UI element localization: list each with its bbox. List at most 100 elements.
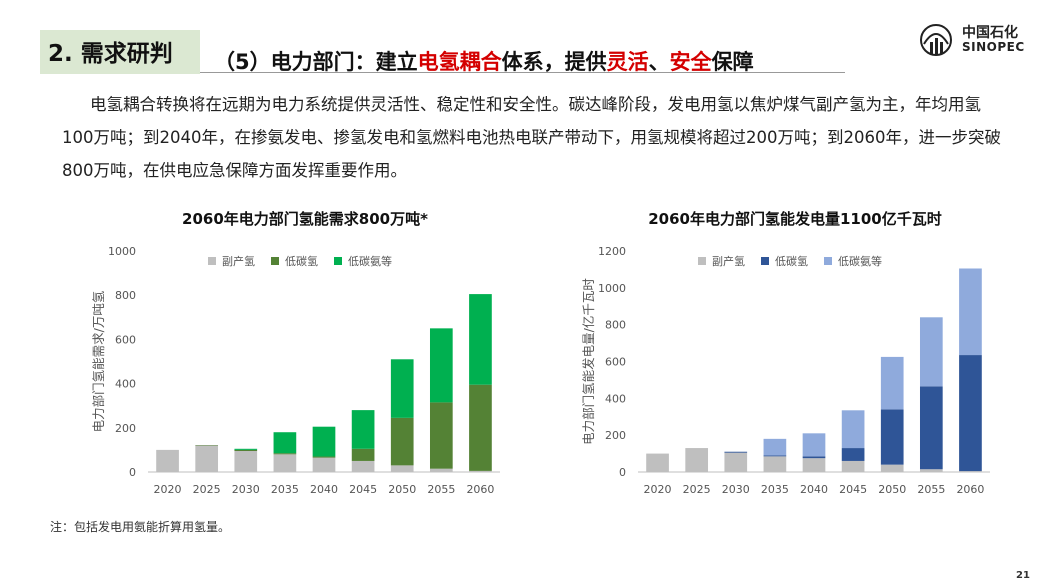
x-tick-label: 2020 bbox=[644, 483, 672, 496]
legend-swatch bbox=[208, 257, 216, 265]
bar-segment bbox=[390, 465, 414, 472]
y-tick-label: 800 bbox=[605, 319, 626, 332]
legend-label: 低碳氢 bbox=[285, 254, 318, 268]
bar-segment bbox=[273, 454, 297, 472]
page-title: （5）电力部门：建立电氢耦合体系，提供灵活、安全保障 bbox=[214, 46, 754, 76]
bar-segment bbox=[390, 417, 414, 466]
bar-segment bbox=[959, 268, 982, 356]
bar-segment bbox=[880, 356, 904, 410]
title-highlight: 电氢耦合 bbox=[417, 50, 502, 74]
y-tick-label: 600 bbox=[115, 333, 136, 346]
y-tick-label: 800 bbox=[115, 289, 136, 302]
bar-segment bbox=[763, 438, 787, 456]
bar-segment bbox=[429, 468, 453, 472]
bar-segment bbox=[312, 457, 336, 472]
x-tick-label: 2040 bbox=[800, 483, 828, 496]
chart-title: 2060年电力部门氢能发电量1100亿千瓦时 bbox=[648, 210, 942, 228]
bar-segment bbox=[919, 317, 943, 387]
x-tick-label: 2050 bbox=[878, 483, 906, 496]
x-tick-label: 2050 bbox=[388, 483, 416, 496]
bar-segment bbox=[802, 433, 826, 457]
bar-segment bbox=[919, 469, 943, 472]
y-tick-label: 0 bbox=[619, 466, 626, 479]
y-tick-label: 0 bbox=[129, 466, 136, 479]
bar-segment bbox=[156, 449, 179, 472]
y-tick-label: 1000 bbox=[598, 282, 626, 295]
x-tick-label: 2055 bbox=[917, 483, 945, 496]
bar-segment bbox=[841, 448, 865, 461]
title-divider bbox=[200, 72, 845, 73]
legend-swatch bbox=[334, 257, 342, 265]
sinopec-logo-icon bbox=[920, 24, 952, 56]
bar-segment bbox=[841, 410, 865, 449]
bar-segment bbox=[429, 402, 453, 469]
x-tick-label: 2025 bbox=[193, 483, 221, 496]
y-axis-label: 电力部门氢能需求/万吨氢 bbox=[91, 290, 106, 432]
bar-segment bbox=[273, 432, 297, 454]
legend-label: 副产氢 bbox=[222, 254, 255, 268]
y-tick-label: 400 bbox=[115, 378, 136, 391]
title-highlight: 灵活 bbox=[606, 50, 649, 74]
title-part: 保障 bbox=[711, 50, 754, 74]
bar-segment bbox=[685, 448, 709, 472]
x-tick-label: 2020 bbox=[154, 483, 182, 496]
logo-text-cn: 中国石化 bbox=[962, 25, 1018, 41]
y-tick-label: 200 bbox=[605, 429, 626, 442]
x-tick-label: 2040 bbox=[310, 483, 338, 496]
chart-title: 2060年电力部门氢能需求800万吨* bbox=[182, 210, 428, 228]
body-paragraph: 电氢耦合转换将在远期为电力系统提供灵活性、稳定性和安全性。碳达峰阶段，发电用氢以… bbox=[62, 95, 1001, 180]
y-tick-label: 1200 bbox=[598, 245, 626, 258]
hydrogen-demand-chart: 2060年电力部门氢能需求800万吨* 电力部门氢能需求/万吨氢 0 200 400 60… bbox=[91, 210, 500, 496]
x-tick-label: 2060 bbox=[956, 483, 984, 496]
bar-segment bbox=[880, 464, 904, 472]
bar-segment bbox=[351, 448, 375, 461]
footnote: 注：包括发电用氨能折算用氢量。 bbox=[50, 520, 231, 534]
bar-segment bbox=[724, 452, 748, 472]
bar-segment bbox=[763, 455, 787, 457]
legend-label: 副产氢 bbox=[712, 254, 745, 268]
y-tick-label: 1000 bbox=[108, 245, 136, 258]
bar-segment bbox=[351, 460, 375, 472]
legend-swatch bbox=[271, 257, 279, 265]
bar-segment bbox=[429, 328, 453, 403]
bar-segment bbox=[234, 451, 258, 472]
bar-segment bbox=[390, 359, 414, 418]
x-tick-label: 2030 bbox=[232, 483, 260, 496]
section-label-background bbox=[40, 30, 200, 74]
bar-segment bbox=[919, 386, 943, 470]
x-tick-label: 2060 bbox=[466, 483, 494, 496]
bar-segment bbox=[273, 453, 297, 455]
bar-segment bbox=[880, 409, 904, 465]
title-highlight: 安全 bbox=[669, 50, 712, 74]
legend-swatch bbox=[761, 257, 769, 265]
bar-segment bbox=[469, 470, 492, 472]
title-part: 、 bbox=[648, 50, 670, 74]
bar-segment bbox=[234, 449, 258, 452]
legend-label: 低碳氨等 bbox=[838, 254, 882, 268]
legend-swatch bbox=[698, 257, 706, 265]
x-tick-label: 2045 bbox=[839, 483, 867, 496]
x-tick-label: 2035 bbox=[761, 483, 789, 496]
y-tick-label: 200 bbox=[115, 422, 136, 435]
x-tick-label: 2035 bbox=[271, 483, 299, 496]
section-label: 2. 需求研判 bbox=[48, 41, 173, 67]
x-tick-label: 2030 bbox=[722, 483, 750, 496]
bar-segment bbox=[312, 426, 336, 457]
bar-segment bbox=[763, 456, 787, 472]
logo-text-en: SINOPEC bbox=[962, 40, 1025, 54]
y-axis-label: 电力部门氢能发电量/亿千瓦时 bbox=[581, 278, 596, 445]
bar-segment bbox=[802, 456, 826, 459]
legend-label: 低碳氨等 bbox=[348, 254, 392, 268]
bar-segment bbox=[802, 458, 826, 472]
bar-segment bbox=[469, 384, 492, 471]
x-tick-label: 2055 bbox=[427, 483, 455, 496]
bar-segment bbox=[646, 453, 669, 472]
bar-segment bbox=[724, 451, 748, 453]
bar-segment bbox=[351, 410, 375, 449]
title-part: 体系，提供 bbox=[501, 50, 607, 74]
legend-label: 低碳氢 bbox=[775, 254, 808, 268]
page-number: 21 bbox=[1016, 570, 1030, 581]
bar-segment bbox=[959, 471, 982, 472]
x-tick-label: 2025 bbox=[683, 483, 711, 496]
